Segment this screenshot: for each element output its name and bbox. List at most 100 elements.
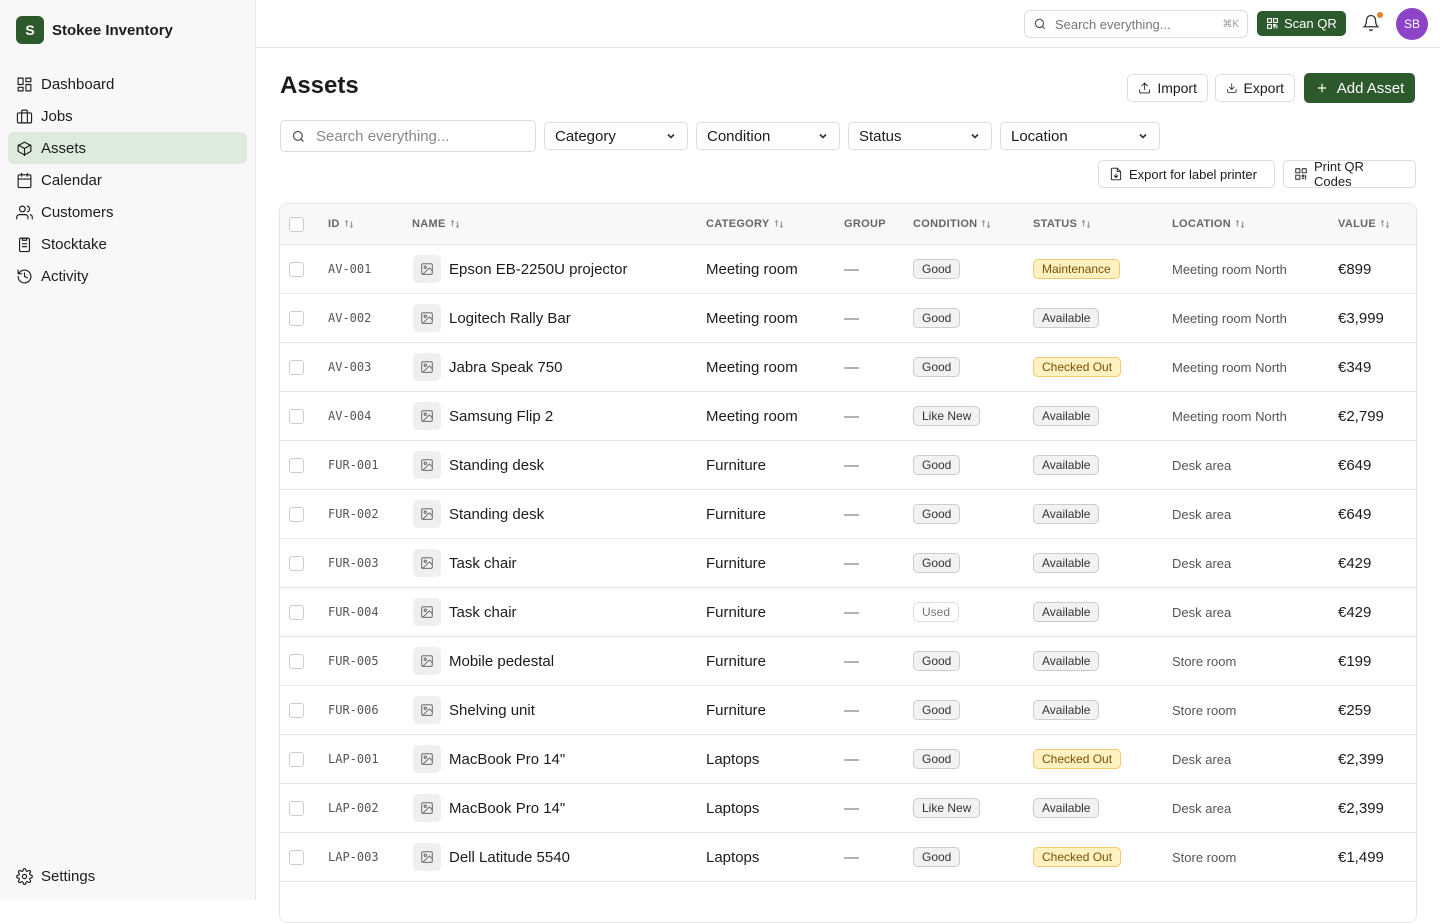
table-row[interactable]: FUR-006 Shelving unit Furniture — Good Availa… [280,686,1416,735]
asset-name-cell[interactable]: Standing desk [413,490,544,538]
sidebar-item-jobs[interactable]: Jobs [8,100,247,132]
status-filter[interactable]: Status [848,122,992,150]
sidebar-item-stocktake[interactable]: Stocktake [8,228,247,260]
row-checkbox[interactable] [289,801,304,816]
asset-name: MacBook Pro 14" [449,750,566,768]
asset-id: LAP-002 [328,801,379,815]
select-all-checkbox[interactable] [289,217,304,232]
asset-name-cell[interactable]: Shelving unit [413,686,535,734]
column-header-status[interactable]: STATUS [1033,218,1091,230]
table-row[interactable] [280,882,1416,922]
asset-name-cell[interactable]: Samsung Flip 2 [413,392,553,440]
condition-cell: Good [913,245,961,293]
column-header-location[interactable]: LOCATION [1172,218,1245,230]
condition-filter[interactable]: Condition [696,122,840,150]
table-row[interactable]: LAP-002 MacBook Pro 14" Laptops — Like New Av… [280,784,1416,833]
sidebar-item-calendar[interactable]: Calendar [8,164,247,196]
table-row[interactable]: FUR-003 Task chair Furniture — Good Available… [280,539,1416,588]
import-button[interactable]: Import [1127,74,1208,102]
asset-location: Meeting room North [1172,261,1287,277]
row-checkbox[interactable] [289,605,304,620]
table-row[interactable]: LAP-001 MacBook Pro 14" Laptops — Good Checke… [280,735,1416,784]
brand[interactable]: S Stokee Inventory [16,16,173,44]
status-badge: Checked Out [1033,847,1122,867]
row-checkbox[interactable] [289,752,304,767]
asset-id: FUR-004 [328,605,379,619]
table-row[interactable]: FUR-002 Standing desk Furniture — Good Availa… [280,490,1416,539]
table-row[interactable]: FUR-005 Mobile pedestal Furniture — Good Avai… [280,637,1416,686]
column-header-value[interactable]: VALUE [1338,218,1390,230]
column-header-category[interactable]: CATEGORY [706,218,784,230]
asset-name-cell[interactable]: Mobile pedestal [413,637,554,685]
sidebar-item-label: Activity [41,267,89,285]
row-checkbox[interactable] [289,556,304,571]
export-button[interactable]: Export [1215,74,1295,102]
column-header-id[interactable]: ID [328,218,354,230]
condition-badge: Good [913,553,961,573]
table-row[interactable]: FUR-001 Standing desk Furniture — Good Availa… [280,441,1416,490]
table-row[interactable]: AV-001 Epson EB-2250U projector Meeting ro… [280,245,1416,294]
sidebar-item-dashboard[interactable]: Dashboard [8,68,247,100]
bell-icon[interactable] [1362,14,1380,32]
chevron-down-icon [1139,133,1147,139]
asset-name-cell[interactable]: Dell Latitude 5540 [413,833,570,881]
asset-value: €429 [1338,554,1372,572]
sidebar-item-label: Assets [41,139,87,157]
row-checkbox[interactable] [289,850,304,865]
row-checkbox[interactable] [289,262,304,277]
asset-name-cell[interactable]: Standing desk [413,441,544,489]
row-checkbox[interactable] [289,311,304,326]
row-checkbox[interactable] [289,654,304,669]
image-placeholder-icon [413,500,441,528]
condition-badge: Used [913,602,960,622]
table-row[interactable]: AV-002 Logitech Rally Bar Meeting room — Goo… [280,294,1416,343]
row-checkbox[interactable] [289,360,304,375]
table-row[interactable]: FUR-004 Task chair Furniture — Used Available… [280,588,1416,637]
asset-id: AV-003 [328,360,372,374]
export-label-printer-button[interactable]: Export for label printer [1098,160,1275,188]
print-qr-codes-button[interactable]: Print QR Codes [1283,159,1416,189]
scan-qr-button[interactable]: Scan QR [1257,11,1346,36]
asset-name-cell[interactable]: MacBook Pro 14" [413,784,565,832]
location-filter[interactable]: Location [1000,122,1160,150]
asset-id: FUR-006 [328,703,379,717]
row-checkbox[interactable] [289,703,304,718]
sidebar-item-customers[interactable]: Customers [8,196,247,228]
sidebar-item-assets[interactable]: Assets [8,132,247,164]
asset-name-cell[interactable]: Task chair [413,588,517,636]
table-row[interactable]: AV-004 Samsung Flip 2 Meeting room — Like Ne… [280,392,1416,441]
table-row[interactable]: AV-003 Jabra Speak 750 Meeting room — Good Ch… [280,343,1416,392]
avatar[interactable]: SB [1396,8,1428,40]
asset-name-cell[interactable]: Logitech Rally Bar [413,294,571,342]
sidebar-item-activity[interactable]: Activity [8,260,247,292]
column-label: GROUP [844,218,886,230]
status-badge: Available [1033,406,1100,426]
column-header-group: GROUP [844,218,886,230]
image-placeholder-icon [413,843,441,871]
row-checkbox[interactable] [289,409,304,424]
asset-search-input[interactable]: Search everything... [280,120,536,152]
row-checkbox[interactable] [289,507,304,522]
column-header-condition[interactable]: CONDITION [913,218,991,230]
table-row[interactable]: LAP-003 Dell Latitude 5540 Laptops — Good Che… [280,833,1416,882]
asset-name-cell[interactable]: Task chair [413,539,517,587]
asset-location: Desk area [1172,506,1232,522]
column-header-name[interactable]: NAME [412,218,460,230]
asset-group: — [844,652,859,670]
asset-category: Laptops [706,848,760,866]
brand-logo: S [16,16,44,44]
sidebar-item-settings[interactable]: Settings [8,860,247,892]
page-title: Assets [280,72,359,99]
asset-id: LAP-001 [328,752,379,766]
add-asset-button[interactable]: Add Asset [1304,73,1415,103]
global-search-input[interactable]: Search everything... ⌘K [1024,10,1248,38]
asset-name-cell[interactable]: MacBook Pro 14" [413,735,565,783]
asset-name-cell[interactable]: Jabra Speak 750 [413,343,562,391]
asset-name-cell[interactable]: Epson EB-2250U projector [413,245,627,293]
category-filter[interactable]: Category [544,122,688,150]
asset-name: MacBook Pro 14" [449,799,566,817]
asset-location: Desk area [1172,751,1232,767]
asset-location: Desk area [1172,800,1232,816]
row-checkbox[interactable] [289,458,304,473]
status-badge: Available [1033,455,1100,475]
